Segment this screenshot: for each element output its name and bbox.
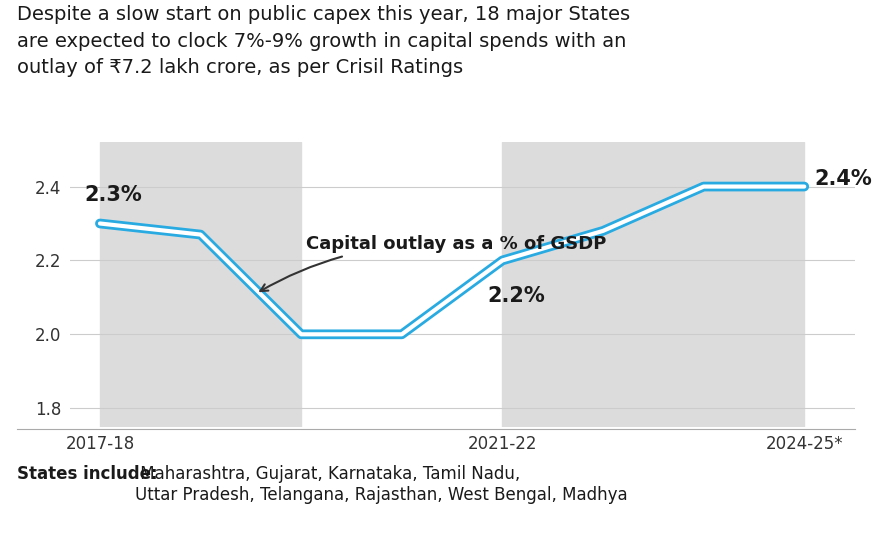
Text: Capital outlay as a % of GSDP: Capital outlay as a % of GSDP xyxy=(261,235,607,291)
Text: 2.4%: 2.4% xyxy=(814,169,872,189)
Bar xyxy=(100,142,301,427)
Text: Despite a slow start on public capex this year, 18 major States
are expected to : Despite a slow start on public capex thi… xyxy=(17,5,630,78)
Text: 2.2%: 2.2% xyxy=(487,286,545,306)
Bar xyxy=(502,142,804,427)
Text: States include:: States include: xyxy=(17,465,158,483)
Text: 2.3%: 2.3% xyxy=(85,185,143,205)
Text: Maharashtra, Gujarat, Karnataka, Tamil Nadu,
Uttar Pradesh, Telangana, Rajasthan: Maharashtra, Gujarat, Karnataka, Tamil N… xyxy=(135,465,628,504)
